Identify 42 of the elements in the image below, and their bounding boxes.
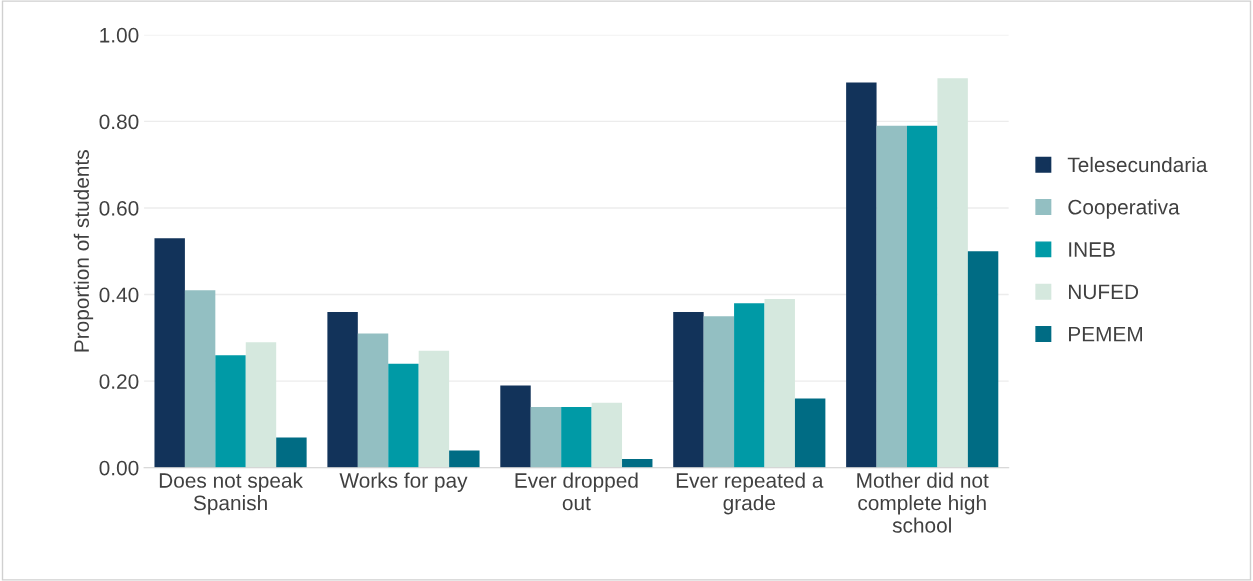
y-tick-label: 0.60 xyxy=(99,201,139,216)
bar xyxy=(388,363,419,468)
y-axis-title: Proportion of students xyxy=(73,150,94,352)
y-tick-label: 0.20 xyxy=(99,374,139,389)
bar xyxy=(184,290,216,468)
bar xyxy=(622,459,653,468)
legend-label: PEMEM xyxy=(1069,327,1142,342)
x-tick-label: Mother did not complete high school xyxy=(857,472,989,533)
bar xyxy=(876,125,907,468)
bar xyxy=(967,251,999,468)
legend-label: Cooperativa xyxy=(1068,199,1180,219)
y-tick-label: 1.00 xyxy=(100,27,139,43)
bar xyxy=(937,78,968,468)
x-tick-label: Ever dropped out xyxy=(515,472,638,511)
bar xyxy=(794,398,826,468)
bar xyxy=(846,82,877,468)
legend-label: Telesecundaria xyxy=(1067,156,1208,173)
bar xyxy=(154,238,185,468)
bar xyxy=(327,311,358,468)
bar xyxy=(418,350,450,468)
bar xyxy=(357,333,389,468)
bar xyxy=(245,342,277,468)
y-tick-label: 0.80 xyxy=(99,114,139,130)
bar xyxy=(561,407,592,468)
y-tick-label: 0.40 xyxy=(99,287,139,303)
bar xyxy=(449,450,480,468)
bar xyxy=(734,303,765,468)
bar xyxy=(906,125,938,468)
bar xyxy=(530,407,562,468)
bar xyxy=(703,316,735,468)
bar xyxy=(591,402,623,468)
legend-label: INEB xyxy=(1069,242,1115,257)
x-tick-label: Works for pay xyxy=(339,472,468,492)
legend-label: NUFED xyxy=(1069,284,1139,300)
bar xyxy=(215,355,246,468)
bar xyxy=(276,437,307,468)
x-tick-label: Ever repeated a grade xyxy=(676,472,824,515)
bar xyxy=(500,385,531,468)
x-tick-label: Does not speak Spanish xyxy=(159,472,303,515)
bar xyxy=(673,311,704,468)
bar xyxy=(764,298,795,468)
y-tick-label: 0.00 xyxy=(99,460,139,476)
